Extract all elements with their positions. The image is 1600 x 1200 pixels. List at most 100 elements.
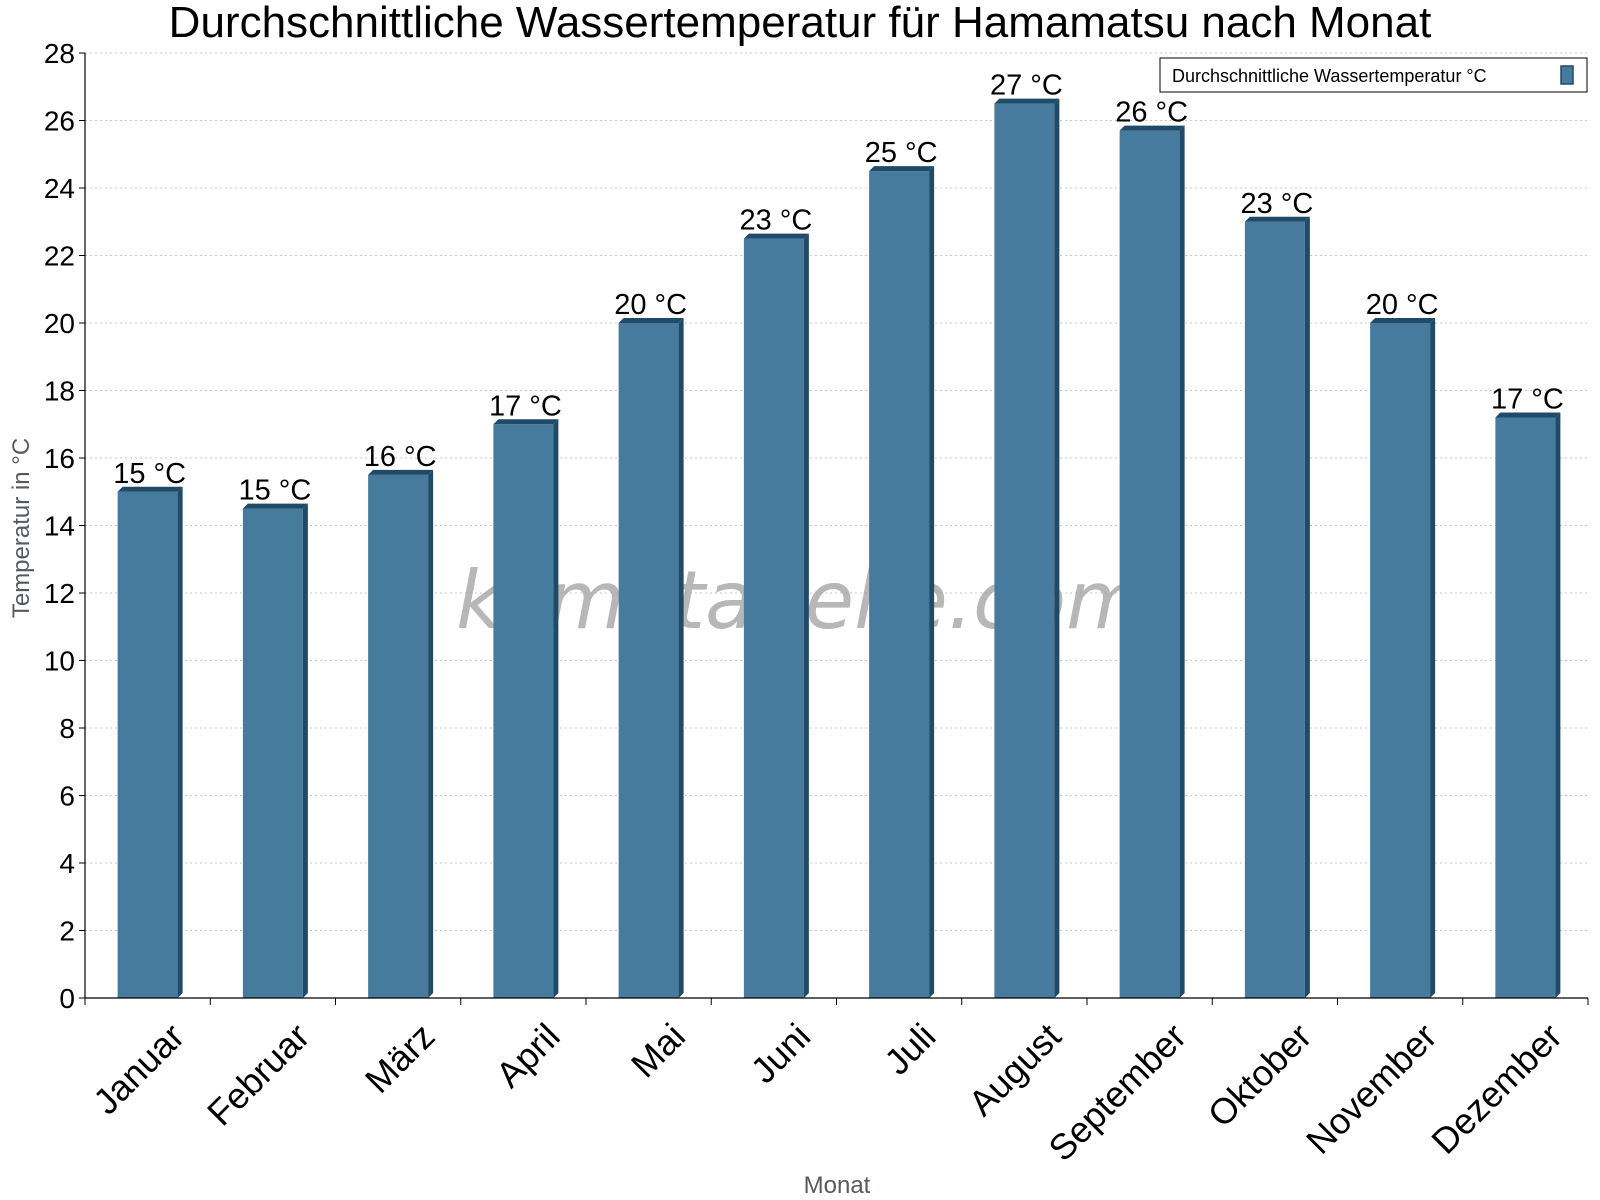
x-tick-label: Juli: [876, 1015, 943, 1082]
data-label: 20 °C: [614, 289, 687, 321]
x-tick-label: November: [1298, 1015, 1444, 1161]
bar-front: [493, 424, 554, 998]
x-tick-label: Oktober: [1200, 1015, 1320, 1135]
x-tick-label: Mai: [623, 1015, 693, 1085]
bar-front: [618, 323, 679, 998]
data-label: 15 °C: [238, 475, 311, 507]
x-tick-label: Februar: [199, 1015, 317, 1133]
y-tick-label: 6: [59, 781, 75, 812]
bar-top: [117, 486, 183, 492]
y-tick-label: 16: [44, 443, 75, 474]
bar-front: [994, 103, 1055, 998]
bar-side: [1430, 318, 1436, 998]
data-label: 23 °C: [739, 205, 812, 237]
bar-side: [1304, 216, 1310, 998]
y-tick-label: 2: [59, 916, 75, 947]
data-labels: 15 °C 15 °C 16 °C 17 °C 20 °C 23 °C 25 °C 27 °C…: [113, 70, 1564, 507]
y-tick-label: 0: [59, 983, 75, 1014]
axes: [79, 52, 1589, 1005]
bar: [743, 233, 809, 998]
y-axis-title: Temperatur in °C: [8, 438, 35, 618]
bar: [1370, 318, 1436, 998]
y-tick-label: 24: [44, 173, 75, 204]
y-tick-label: 20: [44, 308, 75, 339]
bar-front: [869, 171, 930, 998]
data-label: 27 °C: [990, 70, 1063, 102]
x-tick-label: September: [1040, 1015, 1194, 1169]
y-tick-label: 8: [59, 713, 75, 744]
bar-front: [117, 491, 178, 998]
bar: [1119, 125, 1185, 998]
bar-top: [994, 98, 1060, 104]
x-tick-label: März: [357, 1015, 443, 1101]
y-tick-label: 10: [44, 646, 75, 677]
data-label: 17 °C: [1491, 384, 1564, 416]
y-tick-label: 4: [59, 848, 75, 879]
data-label: 15 °C: [113, 458, 186, 490]
bar-front: [368, 474, 429, 998]
bar-top: [743, 233, 809, 239]
x-tick-label: Dezember: [1423, 1015, 1569, 1161]
bar: [242, 503, 308, 998]
bar-side: [803, 233, 809, 998]
bar: [1244, 216, 1310, 998]
legend: Durchschnittliche Wassertemperatur °C: [1159, 57, 1588, 93]
bar-top: [1370, 318, 1436, 323]
data-label: 17 °C: [489, 390, 562, 422]
bar-top: [493, 419, 559, 425]
bar: [368, 469, 434, 998]
bar: [493, 419, 559, 998]
y-tick-label: 22: [44, 241, 75, 272]
data-label: 20 °C: [1366, 289, 1439, 321]
data-label: 23 °C: [1240, 188, 1313, 220]
bar-side: [177, 486, 183, 998]
bar-front: [743, 238, 804, 998]
bar: [869, 166, 935, 998]
bar-top: [869, 166, 935, 172]
x-tick-label: August: [960, 1015, 1068, 1123]
x-tick-label: Juni: [743, 1015, 819, 1091]
data-label: 26 °C: [1115, 97, 1188, 129]
bar-side: [1555, 412, 1561, 998]
bar-front: [1119, 130, 1180, 998]
legend-swatch: [1560, 65, 1574, 85]
bar-side: [1179, 125, 1185, 998]
bar-side: [428, 469, 434, 998]
x-axis-title: Monat: [804, 1172, 871, 1199]
data-label: 25 °C: [865, 137, 938, 169]
bar: [117, 486, 183, 998]
x-tick-label: Januar: [85, 1015, 192, 1122]
bar-side: [1054, 98, 1060, 998]
bar-top: [618, 318, 684, 323]
bar-side: [302, 503, 308, 998]
bar-side: [553, 419, 559, 998]
y-tick-label: 14: [44, 511, 75, 542]
bar-top: [1119, 125, 1185, 131]
bar-front: [1495, 417, 1556, 998]
bar: [618, 318, 684, 998]
bar-top: [242, 503, 308, 509]
y-tick-label: 12: [44, 578, 75, 609]
bar-front: [242, 508, 303, 998]
bar-top: [368, 469, 434, 475]
bar-top: [1244, 216, 1310, 222]
bar: [1495, 412, 1561, 998]
y-tick-label: 18: [44, 376, 75, 407]
legend-label: Durchschnittliche Wassertemperatur °C: [1172, 66, 1487, 86]
x-tick-labels: Januar Februar März April Mai Juni Juli AugustS…: [85, 1015, 1570, 1169]
bars: [117, 98, 1561, 998]
bar-front: [1244, 221, 1305, 998]
legend-box: [1159, 57, 1588, 93]
y-tick-label: 26: [44, 106, 75, 137]
chart-title: Durchschnittliche Wassertemperatur für H…: [169, 0, 1432, 47]
bar: [994, 98, 1060, 998]
grid-lines: [85, 52, 1588, 931]
y-tick-label: 28: [44, 38, 75, 69]
bar-top: [1495, 412, 1561, 418]
x-tick-label: April: [488, 1015, 568, 1095]
bar-side: [929, 166, 935, 998]
bar-side: [678, 318, 684, 998]
data-label: 16 °C: [364, 441, 437, 473]
